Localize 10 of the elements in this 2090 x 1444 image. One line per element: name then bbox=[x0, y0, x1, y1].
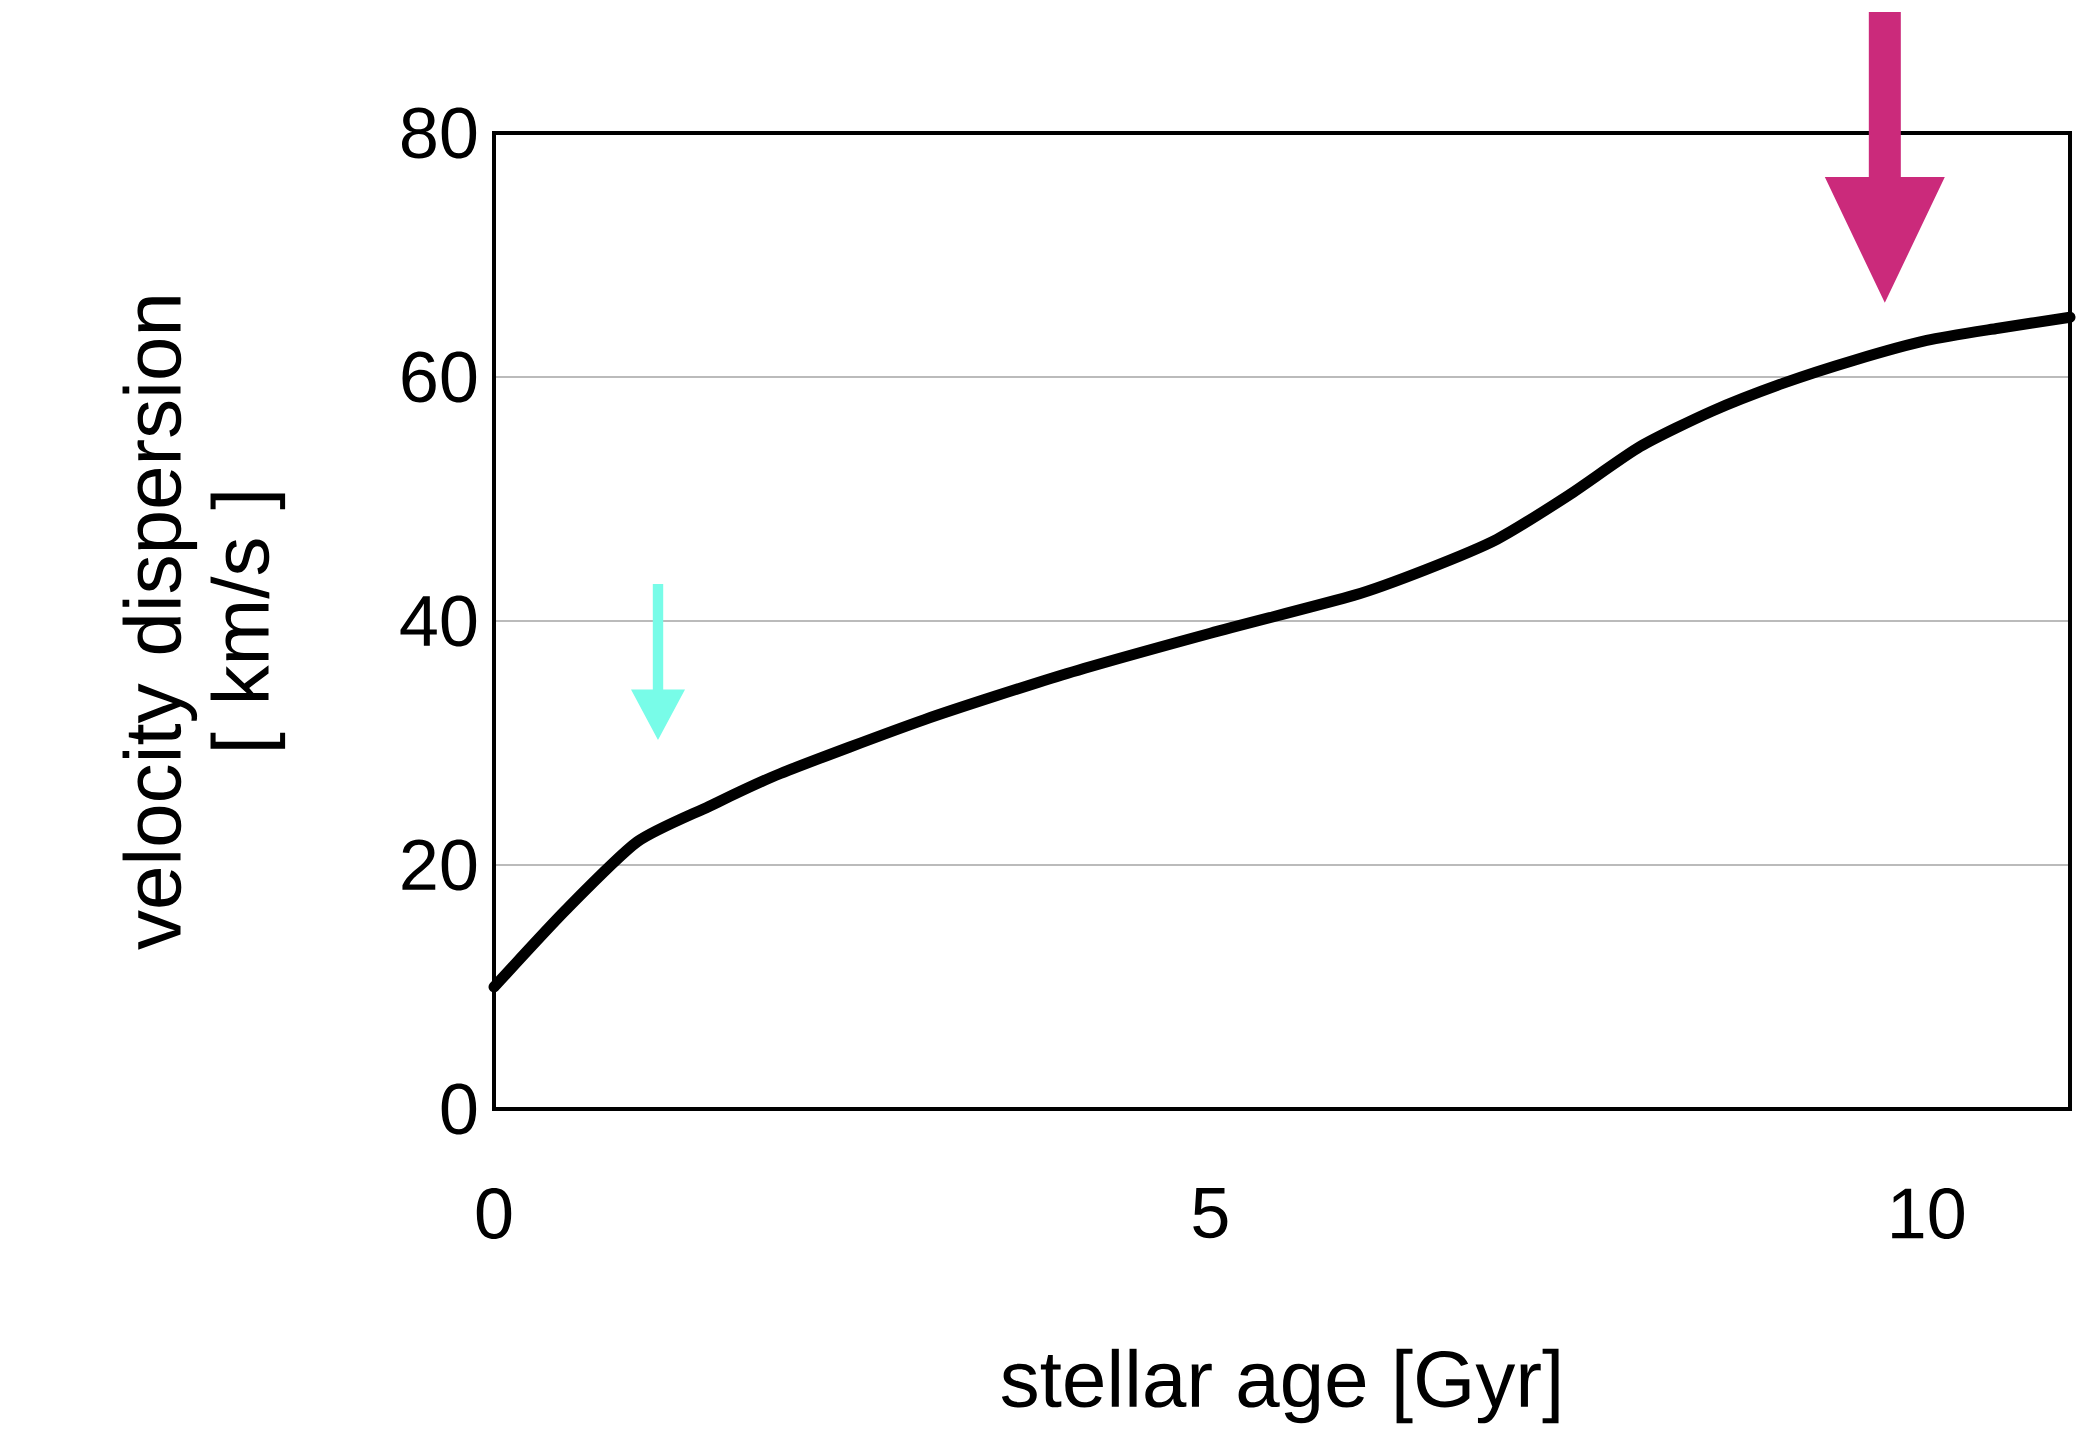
y-tick-label: 40 bbox=[400, 595, 477, 647]
y-tick-label: 20 bbox=[402, 839, 477, 891]
y-axis-title: velocity dispersion [ km/s ] bbox=[122, 297, 286, 950]
y-tick-label: 0 bbox=[441, 1083, 477, 1135]
y-tick-label: 80 bbox=[401, 107, 477, 159]
x-tick-label: 5 bbox=[1193, 1188, 1228, 1239]
x-axis-title: stellar age [Gyr] bbox=[1001, 1348, 1559, 1424]
x-tick-label: 10 bbox=[1892, 1188, 1964, 1240]
x-tick-label: 0 bbox=[476, 1188, 512, 1240]
y-tick-label: 60 bbox=[402, 351, 477, 403]
